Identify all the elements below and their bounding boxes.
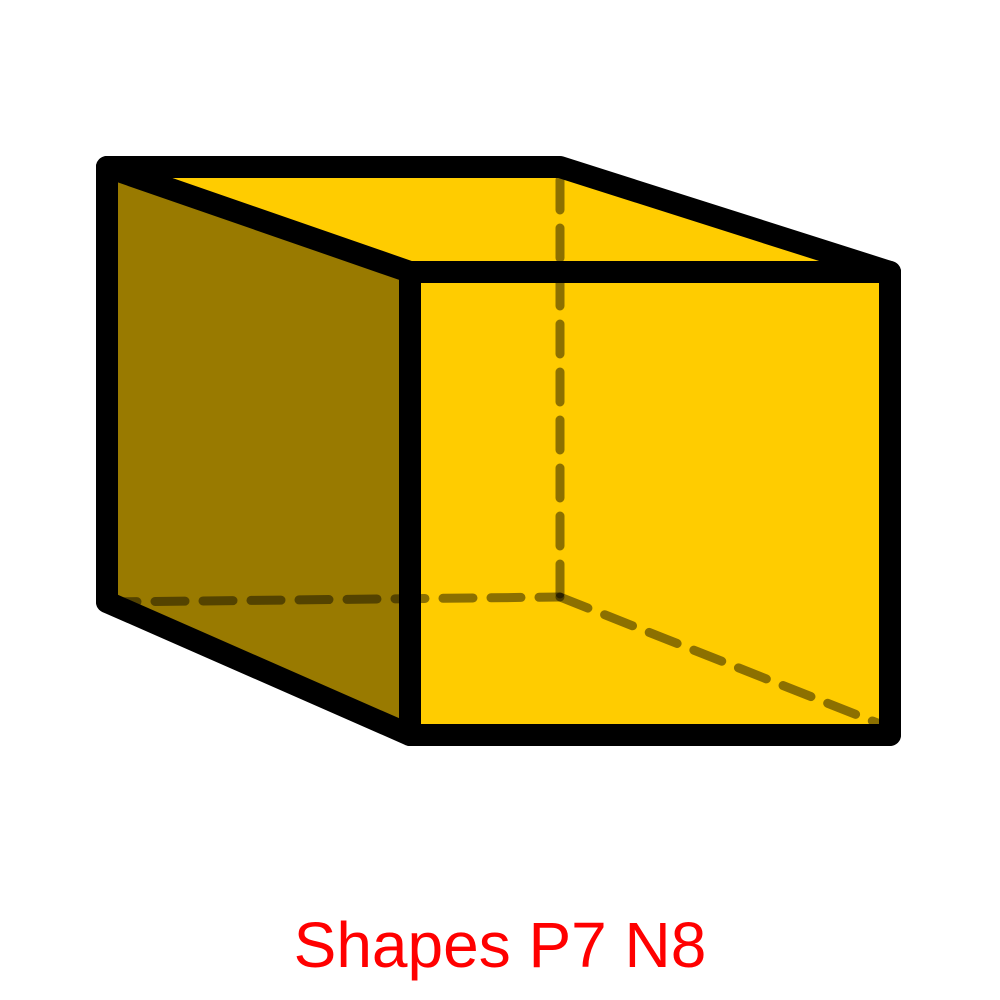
visible-edges [96,156,901,746]
hidden-edge-left [102,592,565,607]
top-diagonal-edge [96,156,421,283]
caption-label: Shapes P7 N8 [293,909,707,981]
hidden-edges [102,175,895,733]
inner-face [107,167,890,272]
bottom-diagonal-edge [96,591,421,746]
side-face [107,167,410,735]
hidden-edge-right [555,592,895,733]
top-outline-edge [96,156,901,283]
front-face [410,272,890,735]
